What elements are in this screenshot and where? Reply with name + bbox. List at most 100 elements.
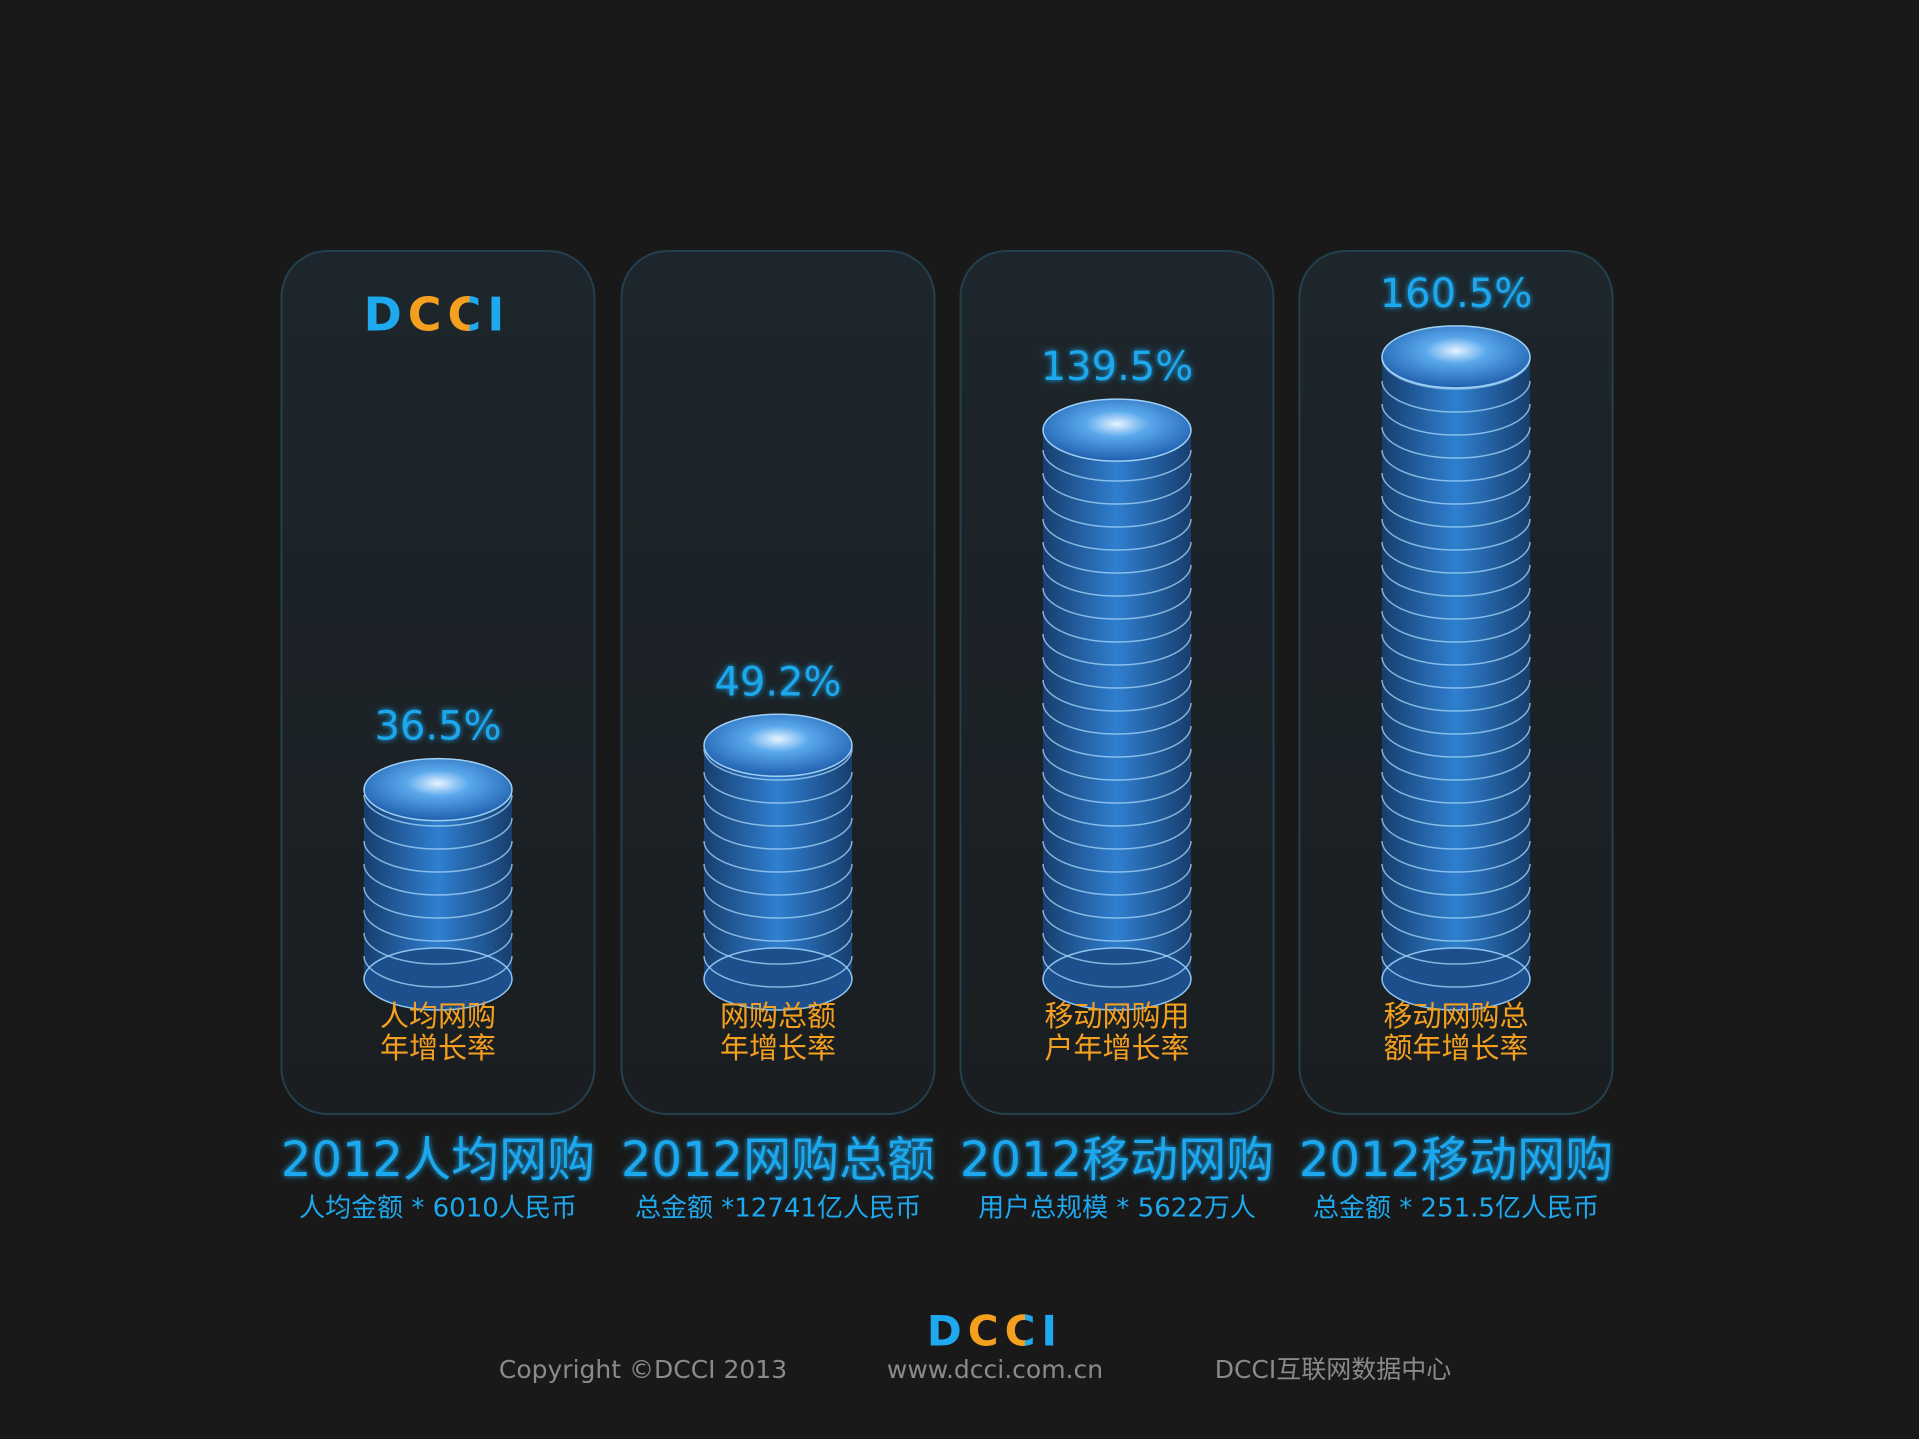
- stack-top: [1042, 398, 1192, 462]
- footer-org: DCCI互联网数据中心: [1215, 1355, 1452, 1384]
- category-label: 户年增长率: [1044, 1031, 1189, 1065]
- coin-edge: [1381, 472, 1531, 505]
- coin-edge: [1042, 633, 1192, 666]
- coin-edge: [1381, 932, 1531, 965]
- value-label: 139.5%: [1041, 344, 1194, 390]
- coin-edge: [1381, 909, 1531, 942]
- subline: 总金额 * 251.5亿人民币: [1313, 1194, 1599, 1224]
- coin-edge: [1042, 955, 1192, 988]
- coin-edge: [703, 817, 853, 850]
- coin-edge: [1042, 702, 1192, 735]
- coin-edge: [1381, 702, 1531, 735]
- coin-edge: [1042, 495, 1192, 528]
- headline: 2012人均网购: [281, 1132, 595, 1188]
- stack-bottom: [363, 947, 513, 1011]
- coin-edge: [363, 886, 513, 919]
- coin-stack: [1042, 398, 1192, 1011]
- panel: [280, 250, 596, 1115]
- category-label: 年增长率: [720, 1031, 836, 1065]
- coin-edge: [703, 771, 853, 804]
- stack-body: [1382, 356, 1530, 980]
- coin-edge: [363, 863, 513, 896]
- coin-edge: [703, 748, 853, 781]
- coin-edge: [363, 909, 513, 942]
- coin-edge: [1381, 817, 1531, 850]
- coin-edge: [1381, 725, 1531, 758]
- coin-edge: [703, 932, 853, 965]
- category-label: 移动网购用: [1044, 999, 1189, 1033]
- coin-edge: [1042, 748, 1192, 781]
- coin-stack: [363, 757, 513, 1011]
- coin-edge: [1381, 748, 1531, 781]
- category-label: 移动网购总: [1383, 999, 1528, 1033]
- category-label: 额年增长率: [1383, 1031, 1528, 1065]
- coin-edge: [703, 909, 853, 942]
- coin-edge: [1042, 564, 1192, 597]
- stack-bottom: [1042, 947, 1192, 1011]
- panel: [620, 250, 936, 1115]
- copyright: Copyright ©DCCI 2013: [499, 1355, 787, 1384]
- coin-edge: [1042, 587, 1192, 620]
- coin-edge: [1381, 771, 1531, 804]
- coin-edge: [1381, 794, 1531, 827]
- coin-edge: [1381, 495, 1531, 528]
- category-label: 年增长率: [380, 1031, 496, 1065]
- coin-edge: [1042, 541, 1192, 574]
- category-label: 网购总额: [720, 999, 836, 1033]
- headline: 2012移动网购: [1299, 1132, 1613, 1188]
- coin-edge: [1042, 932, 1192, 965]
- coin-edge: [1381, 610, 1531, 643]
- coin-edge: [1381, 656, 1531, 689]
- coin-edge: [1381, 449, 1531, 482]
- stack-body: [704, 745, 852, 979]
- coin-edge: [363, 932, 513, 965]
- value-label: 49.2%: [714, 659, 841, 705]
- coin-edge: [703, 886, 853, 919]
- value-label: 160.5%: [1380, 271, 1533, 317]
- coin-edge: [1042, 886, 1192, 919]
- category-label: 人均网购: [380, 999, 496, 1033]
- coin-edge: [363, 817, 513, 850]
- stack-top: [1381, 325, 1531, 389]
- coin-edge: [703, 955, 853, 988]
- coin-stack: [1381, 325, 1531, 1011]
- coin-edge: [1381, 518, 1531, 551]
- stack-bottom: [1381, 947, 1531, 1011]
- stack-bottom: [703, 947, 853, 1011]
- subline: 总金额 *12741亿人民币: [635, 1194, 921, 1224]
- stack-top: [703, 713, 853, 778]
- coin-edge: [1381, 541, 1531, 574]
- coin-edge: [1381, 886, 1531, 919]
- stack-top: [363, 757, 513, 822]
- headline: 2012网购总额: [621, 1132, 935, 1188]
- coin-edge: [363, 955, 513, 988]
- coin-edge: [1042, 863, 1192, 896]
- coin-edge: [703, 840, 853, 873]
- coin-edge: [363, 794, 513, 827]
- coin-edge: [1042, 817, 1192, 850]
- coin-edge: [1042, 610, 1192, 643]
- coin-edge: [1042, 725, 1192, 758]
- coin-edge: [1042, 679, 1192, 712]
- coin-edge: [703, 863, 853, 896]
- coin-edge: [1381, 403, 1531, 436]
- coin-stack: [703, 713, 853, 1011]
- coin-edge: [1381, 380, 1531, 413]
- coin-edge: [1381, 564, 1531, 597]
- footer-url: www.dcci.com.cn: [887, 1355, 1103, 1384]
- logo: DCCI: [364, 288, 511, 342]
- coin-edge: [1381, 679, 1531, 712]
- coin-edge: [1042, 909, 1192, 942]
- coin-edge: [363, 840, 513, 873]
- coin-edge: [1042, 518, 1192, 551]
- coin-edge: [1381, 633, 1531, 666]
- coin-edge: [1042, 656, 1192, 689]
- coin-edge: [1381, 426, 1531, 459]
- coin-edge: [1381, 955, 1531, 988]
- stack-body: [1043, 430, 1191, 979]
- coin-edge: [703, 794, 853, 827]
- coin-edge: [1042, 840, 1192, 873]
- subline: 人均金额 * 6010人民币: [299, 1194, 577, 1224]
